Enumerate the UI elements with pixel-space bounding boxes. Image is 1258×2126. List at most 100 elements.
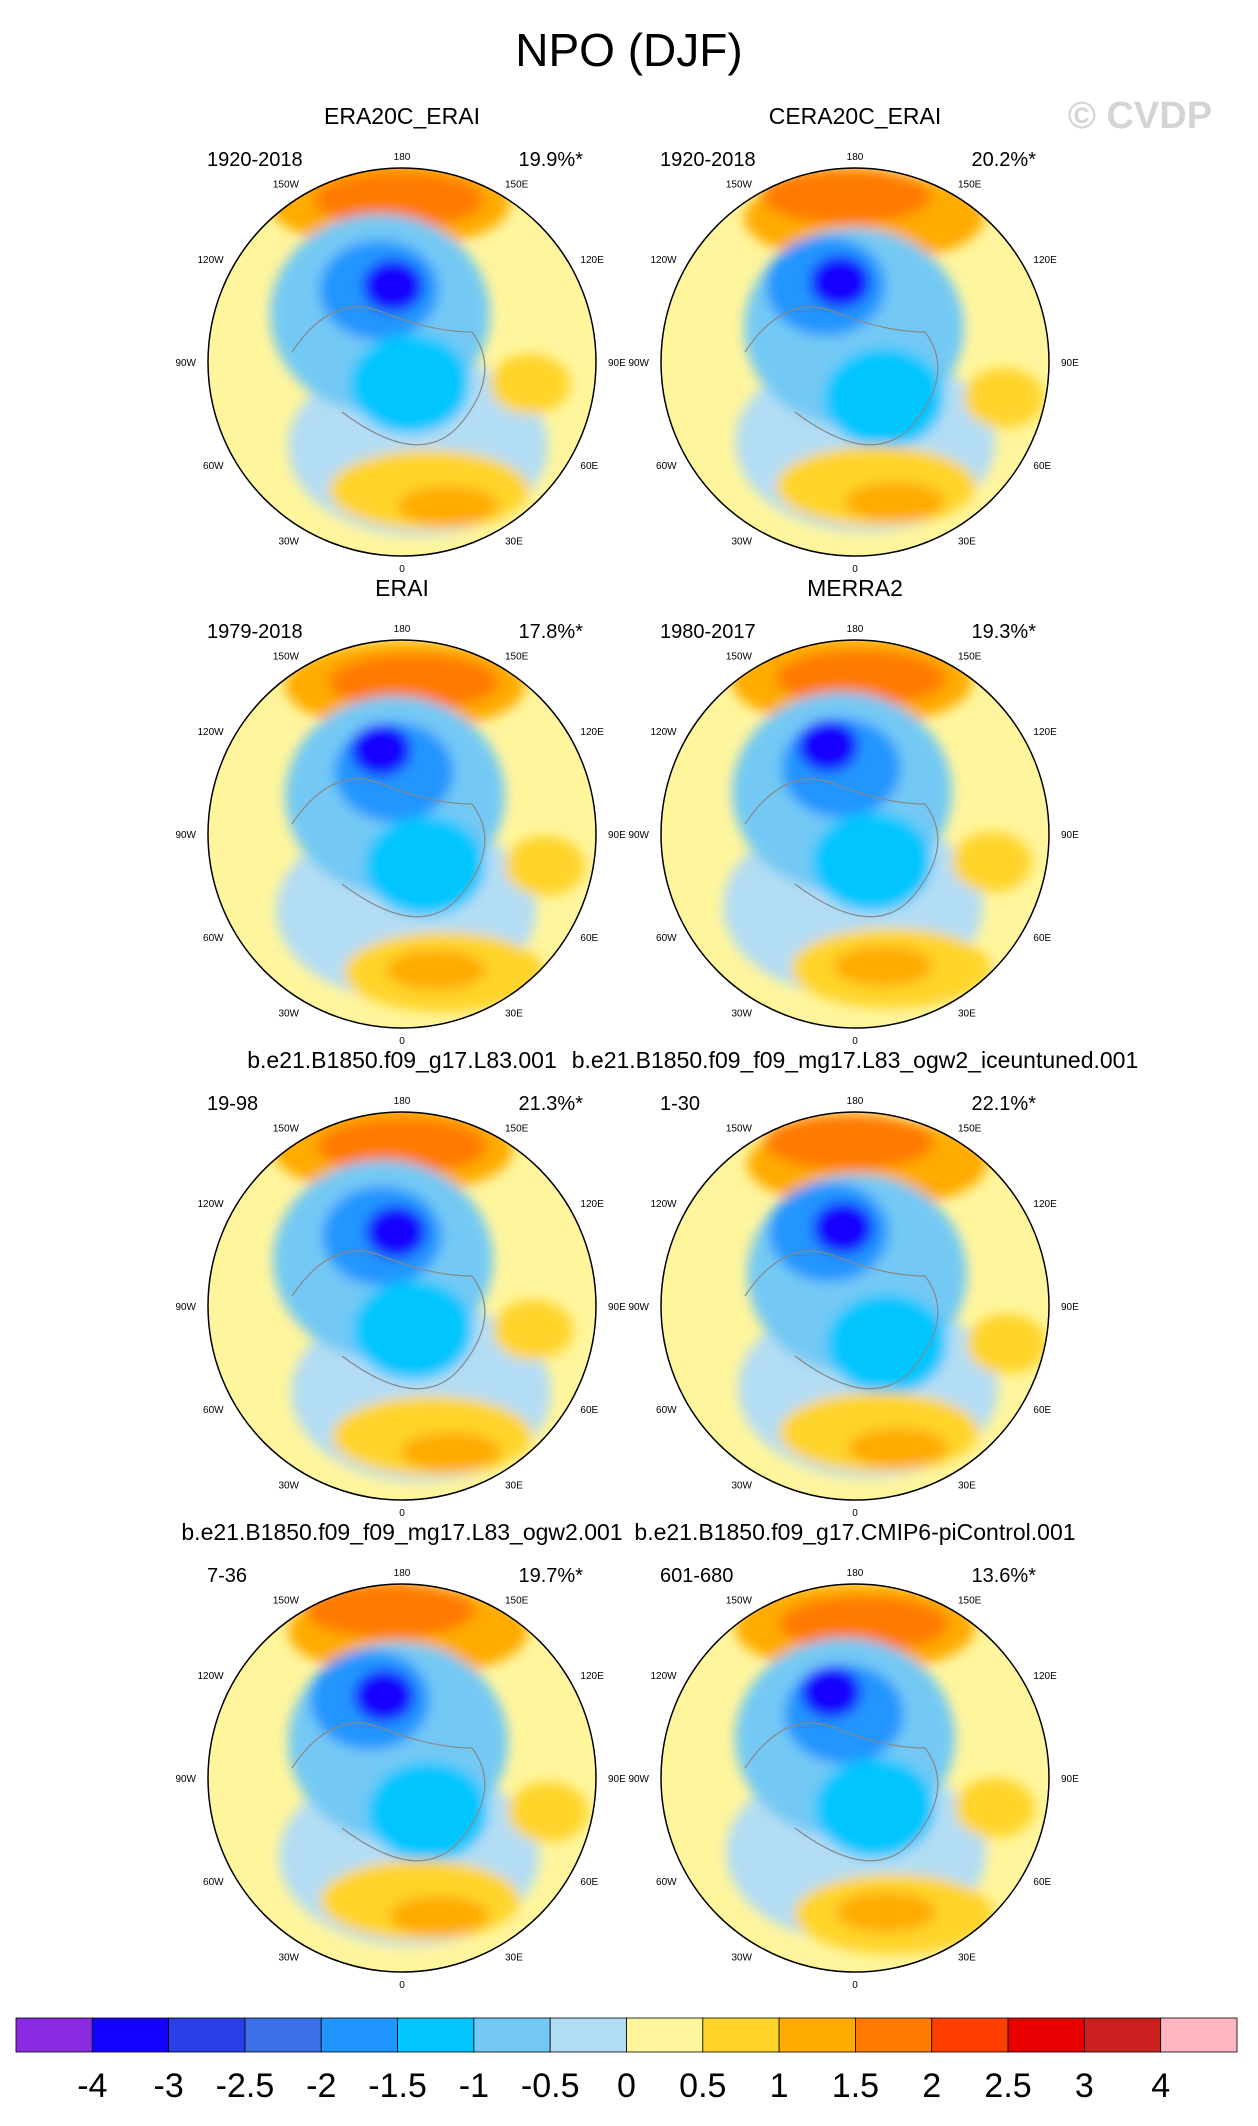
longitude-label: 60W <box>203 933 224 944</box>
longitude-label: 0 <box>399 1036 405 1047</box>
longitude-label: 60E <box>580 461 598 472</box>
panel-title: CERA20C_ERAI <box>769 103 942 129</box>
panel-title: b.e21.B1850.f09_f09_mg17.L83_ogw2_iceunt… <box>572 1047 1139 1073</box>
longitude-label: 180 <box>394 624 411 635</box>
colorbar-label: -2.5 <box>216 2067 275 2105</box>
longitude-label: 90W <box>175 830 196 841</box>
longitude-label: 180 <box>847 1568 864 1579</box>
colorbar-label: 0.5 <box>679 2067 726 2105</box>
longitude-label: 90E <box>1061 358 1079 369</box>
panel-years: 1-30 <box>660 1093 700 1115</box>
coastline <box>744 1722 939 1862</box>
coastline <box>291 306 486 446</box>
anomaly-contour <box>490 354 570 414</box>
map-outline <box>207 639 597 1029</box>
longitude-label: 150W <box>273 1596 300 1607</box>
anomaly-contour <box>354 1670 414 1722</box>
longitude-label: 150E <box>958 652 982 663</box>
longitude-label: 60W <box>656 1877 677 1888</box>
longitude-label: 120W <box>650 255 677 266</box>
longitude-label: 90W <box>175 1302 196 1313</box>
panel-years: 1920-2018 <box>207 149 303 171</box>
longitude-label: 60E <box>1033 1405 1051 1416</box>
longitude-label: 120W <box>197 727 224 738</box>
longitude-label: 120E <box>580 1199 604 1210</box>
anomaly-contour <box>401 1432 501 1472</box>
longitude-label: 120W <box>650 1199 677 1210</box>
map-panel: 180 150E 120E 90E 60E 30E 0 30W 60W 90W 120W 150W b.… <box>572 1047 1139 1519</box>
anomaly-contour <box>815 1758 935 1858</box>
anomaly-contour <box>764 1114 934 1170</box>
panel-years: 1980-2017 <box>660 621 756 643</box>
longitude-label: 60W <box>203 1877 224 1888</box>
colorbar-swatch <box>778 2017 856 2053</box>
longitude-label: 60W <box>656 1405 677 1416</box>
colorbar-swatch <box>397 2017 475 2053</box>
longitude-label: 120E <box>1033 727 1057 738</box>
longitude-label: 30W <box>731 1008 752 1019</box>
longitude-label: 30W <box>278 1008 299 1019</box>
colorbar-swatch <box>320 2017 398 2053</box>
longitude-label: 0 <box>399 564 405 575</box>
map-panel: 180 150E 120E 90E 60E 30E 0 30W 60W 90W 120W 150W CE… <box>628 103 1079 575</box>
longitude-label: 150W <box>273 180 300 191</box>
panel-percent: 13.6%* <box>972 1565 1037 1587</box>
panel-title: ERAI <box>375 575 429 601</box>
anomaly-contour <box>389 1896 489 1936</box>
panel-years: 19-98 <box>207 1093 258 1115</box>
anomaly-contour <box>812 812 932 912</box>
longitude-label: 90W <box>175 358 196 369</box>
colorbar-swatch <box>626 2017 704 2053</box>
colorbar-label: 2.5 <box>984 2067 1031 2105</box>
longitude-label: 30W <box>278 536 299 547</box>
longitude-label: 150E <box>958 180 982 191</box>
longitude-label: 60E <box>1033 933 1051 944</box>
coastline <box>744 778 939 918</box>
coastline <box>291 778 486 918</box>
longitude-label: 180 <box>394 1096 411 1107</box>
longitude-label: 150W <box>273 652 300 663</box>
anomaly-contour <box>836 1892 936 1932</box>
watermark: © CVDP <box>1068 95 1212 137</box>
longitude-label: 60E <box>580 1877 598 1888</box>
longitude-label: 0 <box>852 1980 858 1991</box>
panel-years: 1920-2018 <box>660 149 756 171</box>
anomaly-contour <box>398 486 498 526</box>
panel-title: MERRA2 <box>807 575 903 601</box>
longitude-label: 30E <box>505 1480 523 1491</box>
anomaly-contour <box>810 256 870 308</box>
colorbar-swatch <box>91 2017 170 2053</box>
colorbar-swatch <box>1083 2017 1162 2053</box>
longitude-label: 180 <box>394 152 411 163</box>
panel-percent: 17.8%* <box>519 621 584 643</box>
map-panel: 180 150E 120E 90E 60E 30E 0 30W 60W 90W 120W 150W ME… <box>628 575 1079 1047</box>
colorbar-label: -4 <box>77 2067 107 2105</box>
anomaly-contour <box>351 724 411 776</box>
longitude-label: 90E <box>608 1774 626 1785</box>
anomaly-contour <box>363 260 423 312</box>
longitude-label: 60W <box>656 461 677 472</box>
panel-percent: 20.2%* <box>972 149 1037 171</box>
colorbar-label: 1.5 <box>832 2067 879 2105</box>
colorbar-swatch <box>168 2017 246 2053</box>
anomaly-contour <box>365 816 485 916</box>
colorbar-swatch <box>702 2017 780 2053</box>
longitude-label: 30E <box>958 1008 976 1019</box>
panel-title: ERA20C_ERAI <box>324 103 480 129</box>
longitude-label: 120E <box>1033 1671 1057 1682</box>
longitude-label: 60E <box>580 1405 598 1416</box>
longitude-label: 150W <box>726 1596 753 1607</box>
colorbar-swatch <box>1160 2017 1238 2053</box>
anomaly-contour <box>845 482 945 522</box>
longitude-label: 60W <box>203 1405 224 1416</box>
longitude-label: 90W <box>628 1774 649 1785</box>
longitude-label: 90E <box>1061 1302 1079 1313</box>
longitude-label: 180 <box>847 152 864 163</box>
colorbar-swatch <box>549 2017 627 2053</box>
colorbar-swatch <box>931 2017 1009 2053</box>
longitude-label: 30E <box>958 1952 976 1963</box>
anomaly-contour <box>955 1778 1035 1838</box>
panel-title: b.e21.B1850.f09_f09_mg17.L83_ogw2.001 <box>181 1519 622 1545</box>
longitude-label: 0 <box>399 1980 405 1991</box>
